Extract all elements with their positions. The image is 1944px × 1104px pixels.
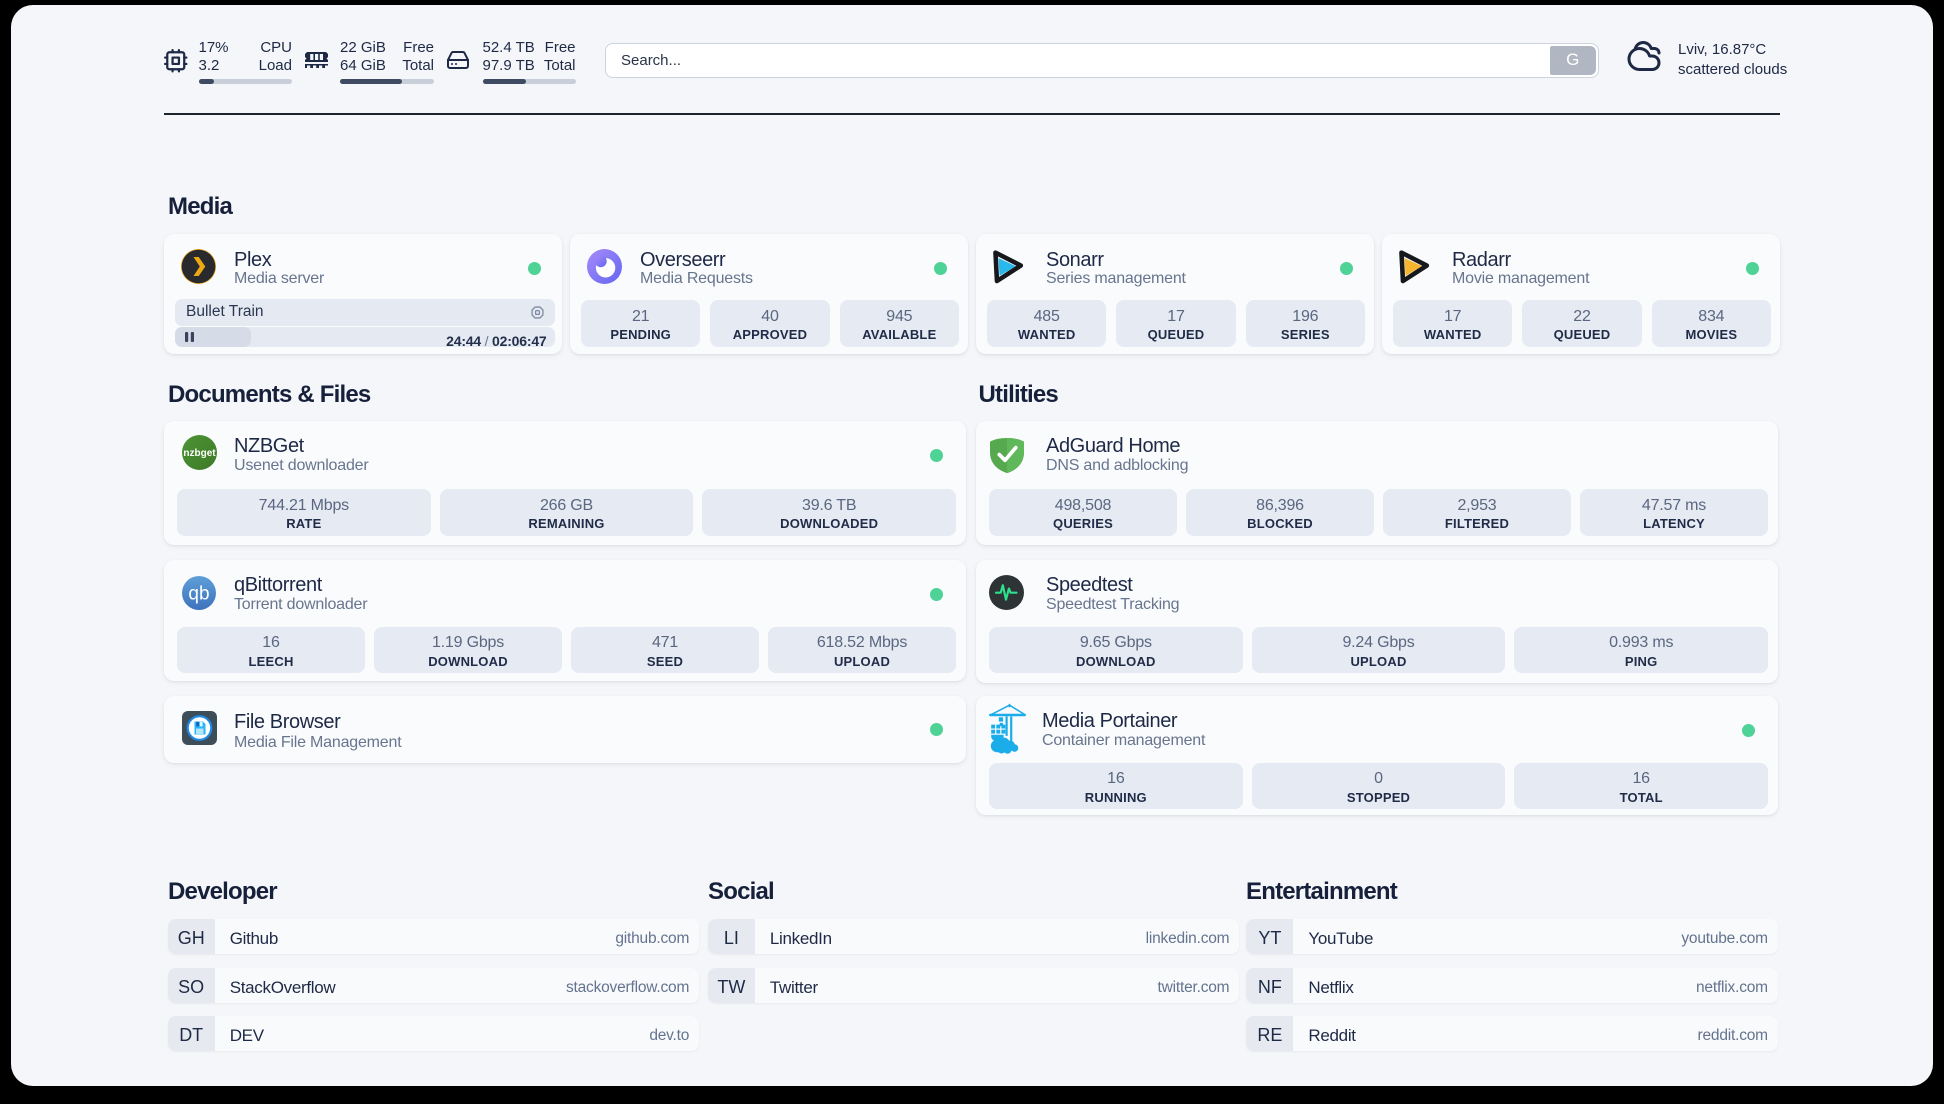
svg-text:qb: qb bbox=[188, 583, 209, 604]
svg-text:nzbget: nzbget bbox=[183, 448, 216, 459]
